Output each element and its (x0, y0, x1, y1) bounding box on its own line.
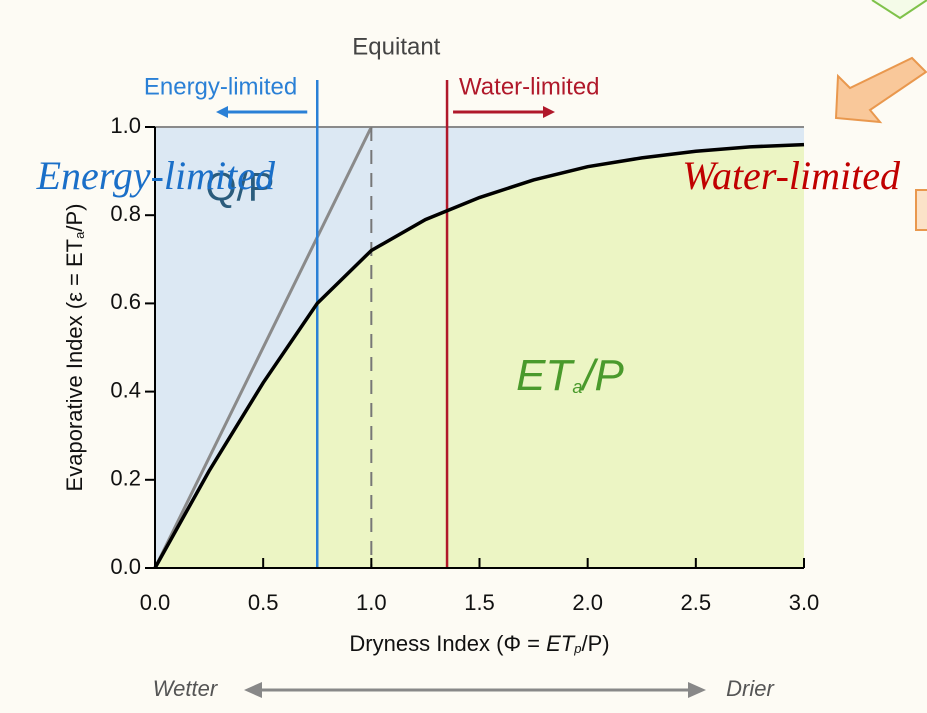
x-axis-label: Dryness Index (Φ = ETp/P) (349, 631, 609, 657)
curve (153, 142, 805, 569)
y-tick-label: 0.4 (110, 377, 141, 402)
x-tick-label: 2.0 (572, 590, 603, 615)
region-label-part: /P (579, 351, 624, 400)
energy-arrow-head (216, 106, 228, 118)
reference-label: Water-limited (459, 73, 599, 100)
x-axis-label-part: p (573, 641, 581, 656)
reference-label: Energy-limited (144, 73, 297, 100)
decorations (834, 0, 927, 231)
x-tick-label: 0.5 (248, 590, 279, 615)
water-arrow-head (543, 106, 555, 118)
reference-label: Equitant (352, 33, 440, 60)
x-tick-label: 1.5 (464, 590, 495, 615)
region-label-part: a (572, 377, 582, 397)
direction-arrow-head (244, 682, 262, 698)
direction-label: Wetter (153, 676, 219, 701)
x-axis-label-part: ET (546, 631, 576, 656)
x-tick-label: 3.0 (789, 590, 820, 615)
region-label-part: ET (516, 351, 575, 400)
y-tick-label: 0.0 (110, 554, 141, 579)
overlay-label: Water-limited (682, 153, 901, 198)
x-tick-label: 0.0 (140, 590, 171, 615)
y-axis-label-part: Evaporative Index (ε = ET (62, 239, 87, 492)
y-tick-label: 1.0 (110, 113, 141, 138)
x-axis-label-part: Dryness Index (Φ = (349, 631, 546, 656)
overlay-label: Energy-limited (36, 153, 276, 198)
x-tick-label: 1.0 (356, 590, 387, 615)
decor-shape (871, 0, 927, 20)
y-tick-label: 0.6 (110, 289, 141, 314)
region-label-above: Q/P (206, 166, 275, 210)
decor-box (915, 189, 927, 231)
direction-label: Drier (726, 676, 775, 701)
x-axis-label-part: /P) (581, 631, 609, 656)
y-tick-label: 0.8 (110, 201, 141, 226)
decor-arrow (834, 56, 927, 124)
y-axis-label: Evaporative Index (ε = ETa/P) (62, 204, 88, 492)
y-tick-label: 0.2 (110, 466, 141, 491)
y-axis-label-part: a (72, 231, 87, 239)
diagonal-line (153, 126, 373, 569)
y-axis-label-part: /P) (62, 204, 87, 232)
region-label-below: ETa/P (516, 351, 624, 400)
x-tick-label: 2.5 (681, 590, 712, 615)
direction-arrow-head (688, 682, 706, 698)
